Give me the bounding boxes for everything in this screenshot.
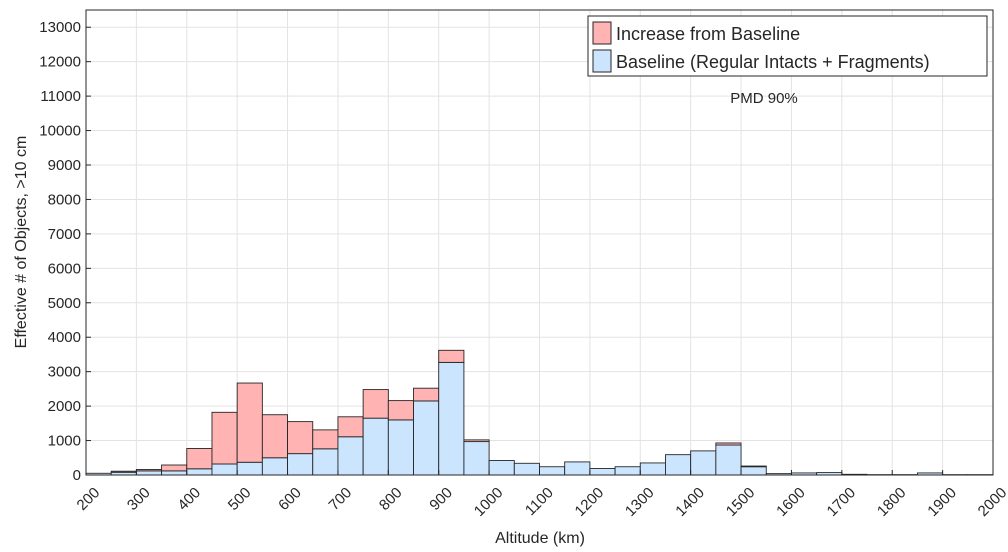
y-tick-label: 9000	[48, 157, 81, 174]
legend-swatch-increase	[592, 21, 612, 45]
bar-baseline	[488, 460, 515, 476]
y-tick-label: 6000	[48, 260, 81, 277]
y-tick-label: 0	[73, 467, 81, 484]
legend: Increase from Baseline Baseline (Regular…	[587, 15, 988, 77]
bar-baseline	[186, 468, 213, 476]
y-tick-label: 1000	[48, 433, 81, 450]
x-tick-label: 1400	[672, 484, 708, 520]
bar-baseline	[387, 419, 414, 476]
bar-baseline	[161, 470, 188, 476]
x-tick-label: 2000	[975, 484, 1008, 520]
bar-increase	[186, 448, 213, 470]
y-axis-title: Effective # of Objects, >10 cm	[13, 136, 30, 349]
y-tick-label: 10000	[39, 123, 81, 140]
bar-increase	[337, 416, 364, 438]
x-tick-label: 1300	[622, 484, 658, 520]
x-tick-label: 500	[225, 484, 255, 514]
bar-baseline	[438, 361, 465, 476]
y-tick-label: 13000	[39, 19, 81, 36]
bar-baseline	[135, 470, 163, 476]
x-tick-label: 1100	[522, 484, 557, 519]
bar-baseline	[690, 450, 717, 476]
bar-baseline	[665, 454, 692, 476]
bar-increase	[463, 439, 490, 443]
legend-label-baseline: Baseline (Regular Intacts + Fragments)	[616, 52, 930, 72]
bar-increase	[211, 411, 238, 465]
bar-increase	[110, 470, 137, 473]
bar-increase	[161, 464, 188, 472]
pmd-annotation: PMD 90%	[730, 90, 798, 107]
y-tick-label: 2000	[48, 398, 81, 415]
y-tick-label: 7000	[48, 226, 81, 243]
bar-increase	[362, 389, 389, 419]
x-tick-label: 600	[275, 484, 305, 514]
bar-baseline	[564, 461, 591, 476]
x-tick-label: 1200	[572, 484, 608, 520]
bar-baseline	[362, 417, 389, 476]
x-tick-label: 200	[74, 484, 104, 514]
y-tick-label: 11000	[40, 88, 81, 105]
x-tick-label: 1500	[723, 484, 759, 520]
bar-baseline	[639, 462, 666, 476]
bar-increase	[740, 465, 767, 468]
bar-increase	[312, 429, 339, 450]
bar-increase	[135, 469, 163, 472]
bar-baseline	[513, 462, 540, 476]
y-tick-label: 8000	[48, 191, 81, 208]
bar-baseline	[589, 468, 616, 476]
legend-swatch-baseline	[592, 49, 612, 73]
x-tick-label: 300	[124, 484, 154, 514]
bar-baseline	[539, 466, 566, 476]
bar-increase	[387, 400, 414, 421]
bar-baseline	[715, 444, 742, 476]
legend-label-increase: Increase from Baseline	[616, 24, 800, 44]
x-tick-label: 400	[174, 484, 204, 514]
x-tick-label: 800	[376, 484, 406, 514]
bar-increase	[236, 382, 263, 463]
legend-box	[587, 15, 988, 77]
bar-baseline	[614, 466, 641, 476]
x-axis-title: Altitude (km)	[495, 530, 585, 547]
bar-increase	[438, 349, 465, 363]
bar-increase	[413, 387, 440, 402]
bar-baseline	[463, 441, 490, 476]
y-tick-label: 5000	[48, 295, 81, 312]
bar-baseline	[413, 400, 440, 476]
y-tick-label: 3000	[48, 364, 81, 381]
bar-increase	[261, 414, 289, 459]
bar-baseline	[740, 466, 767, 476]
y-tick-label: 4000	[48, 329, 81, 346]
x-tick-label: 1000	[471, 484, 507, 520]
bar-increase	[287, 421, 314, 455]
bar-baseline	[337, 436, 364, 476]
x-tick-label: 900	[426, 484, 456, 514]
x-tick-label: 1800	[874, 484, 910, 520]
x-tick-label: 700	[326, 484, 356, 514]
y-tick-label: 12000	[39, 54, 81, 71]
bar-baseline	[211, 463, 238, 476]
bar-baseline	[312, 448, 339, 476]
x-tick-label: 1600	[773, 484, 809, 520]
x-tick-label: 1900	[924, 484, 960, 520]
bar-increase	[715, 442, 742, 446]
bar-baseline	[236, 461, 263, 476]
bar-baseline	[261, 457, 289, 476]
x-tick-label: 1700	[824, 484, 860, 520]
bar-baseline	[287, 453, 314, 476]
